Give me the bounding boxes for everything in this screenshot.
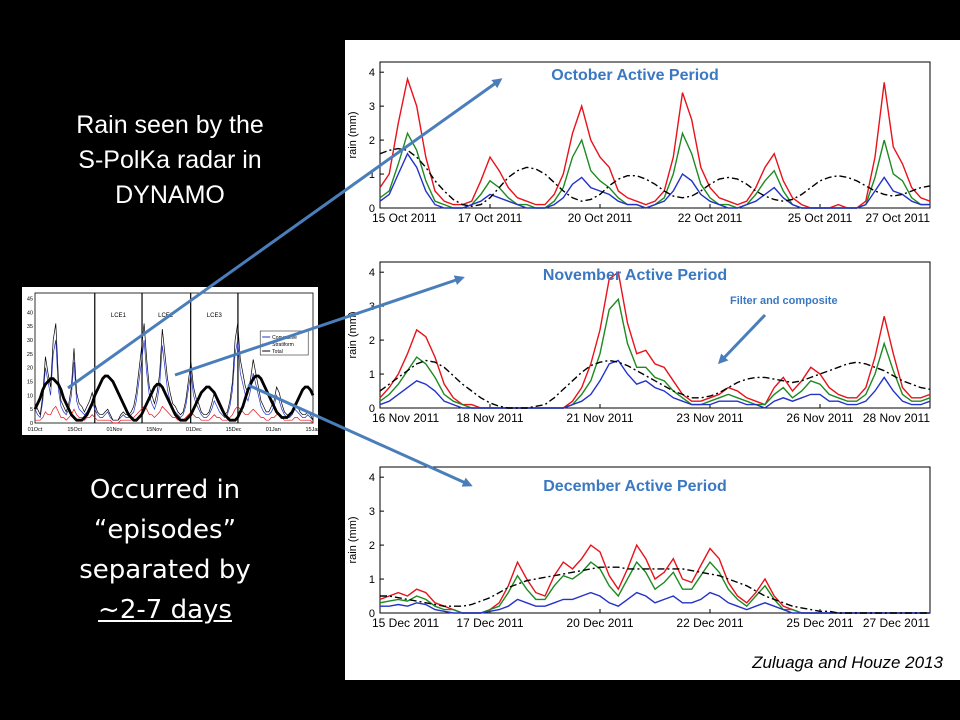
y-axis-label: rain (mm) (347, 516, 359, 563)
thumbnail-legend-label: Total (272, 349, 283, 355)
y-tick-label: 1 (369, 574, 375, 586)
x-tick-label: 16 Nov 2011 (372, 411, 439, 425)
chart-title: November Active Period (543, 267, 727, 284)
plot-frame (379, 261, 931, 409)
thumbnail-x-tick: 01Jan (266, 427, 281, 433)
y-tick-label: 4 (369, 67, 375, 79)
slide-title-line: S-PolKa radar in (78, 146, 262, 174)
annotation-filter-composite: Filter and composite (730, 295, 838, 307)
y-tick-label: 1 (369, 369, 375, 381)
y-tick-label: 0 (369, 203, 375, 215)
series-line-2 (379, 359, 931, 409)
series-line-3 (379, 147, 931, 208)
thumbnail-y-tick: 10 (27, 393, 33, 399)
rain-chart-2: 0 1 2 3 4 rain (mm) 15 Dec 2011 17 Dec 2011 20 D… (347, 466, 931, 630)
thumbnail-series-2 (34, 323, 314, 421)
series-line-2 (379, 152, 930, 209)
thumbnail-x-tick: 01Oct (28, 427, 43, 433)
lce-label: LCE2 (158, 313, 174, 319)
thumbnail-y-tick: 15 (27, 380, 33, 386)
y-tick-label: 1 (369, 169, 375, 181)
arrows-layer: Filter and composite (67, 78, 838, 487)
x-tick-label: 20 Dec 2011 (566, 616, 633, 630)
thumbnail-legend-label: Stratiform (272, 342, 294, 348)
y-tick-label: 0 (369, 608, 375, 620)
arrow-to-november (174, 275, 465, 377)
y-tick-label: 2 (369, 135, 375, 147)
arrow-to-october (67, 78, 503, 390)
x-tick-label: 22 Oct 2011 (678, 211, 743, 225)
thumbnail-y-tick: 30 (27, 338, 33, 344)
y-tick-label: 3 (369, 101, 375, 113)
thumbnail-y-tick: 0 (30, 421, 33, 427)
thumbnail-x-tick: 15Oct (67, 427, 82, 433)
thumbnail-series-3 (33, 374, 315, 422)
x-tick-label: 17 Oct 2011 (458, 211, 523, 225)
thumbnail-x-tick: 01Nov (106, 427, 122, 433)
chart-title: December Active Period (543, 478, 726, 495)
x-tick-label: 25 Oct 2011 (788, 211, 853, 225)
y-tick-label: 0 (369, 403, 375, 415)
series-line-2 (380, 591, 930, 614)
body-line: “episodes” (93, 515, 237, 545)
x-tick-label: 26 Nov 2011 (786, 411, 853, 425)
thumbnail-x-tick: 15Nov (146, 427, 162, 433)
x-tick-label: 27 Dec 2011 (863, 616, 930, 630)
y-axis-label: rain (mm) (347, 311, 359, 358)
thumbnail-x-tick: 01Dec (186, 427, 202, 433)
slide-body-text: Occurred in “episodes” separated by ~2-7… (20, 470, 310, 630)
thumbnail-y-tick: 25 (27, 352, 33, 358)
thumbnail-y-tick: 5 (30, 407, 33, 413)
chart-title: October Active Period (551, 67, 718, 84)
x-tick-label: 20 Oct 2011 (568, 211, 633, 225)
x-tick-label: 21 Nov 2011 (566, 411, 633, 425)
body-line: Occurred in (89, 475, 241, 505)
y-tick-label: 4 (369, 472, 375, 484)
x-tick-label: 22 Dec 2011 (676, 616, 743, 630)
thumbnail-x-tick: 15Jan (306, 427, 321, 433)
y-tick-label: 4 (369, 267, 375, 279)
lce-label: LCE3 (207, 313, 223, 319)
y-tick-label: 2 (369, 335, 375, 347)
lce-label: LCE1 (111, 313, 127, 319)
x-tick-label: 17 Dec 2011 (456, 616, 523, 630)
y-tick-label: 3 (369, 506, 375, 518)
series-line-3 (379, 359, 931, 409)
x-tick-label: 15 Dec 2011 (372, 616, 439, 630)
thumbnail-frame (34, 292, 314, 424)
series-line-3 (380, 566, 930, 614)
slide-title-line: Rain seen by the (76, 111, 264, 139)
body-line-underlined: ~2-7 days (98, 595, 232, 625)
citation: Zuluaga and Houze 2013 (751, 653, 943, 672)
thumbnail-series-1 (35, 405, 314, 424)
x-tick-label: 27 Oct 2011 (866, 211, 931, 225)
body-line: separated by (79, 555, 251, 585)
y-tick-label: 2 (369, 540, 375, 552)
arrow-filter-composite (717, 313, 767, 365)
x-tick-label: 25 Dec 2011 (786, 616, 853, 630)
arrow-to-december (247, 383, 473, 487)
overview-thumbnail: LCE1 LCE2 LCE3 0 5 10 15 20 25 30 35 40 45 01Oct 15Oct… (22, 287, 321, 435)
y-axis-label: rain (mm) (347, 111, 359, 158)
series-line-0 (379, 76, 931, 209)
slide-title: Rain seen by the S-PolKa radar in DYNAMO (20, 108, 320, 213)
x-tick-label: 18 Nov 2011 (456, 411, 523, 425)
x-tick-label: 23 Nov 2011 (676, 411, 743, 425)
rain-chart-0: 0 1 2 3 4 rain (mm) 15 Oct 2011 17 Oct 2011 20 O… (347, 61, 931, 225)
x-tick-label: 15 Oct 2011 (372, 211, 437, 225)
thumbnail-y-tick: 45 (27, 297, 33, 303)
thumbnail-y-tick: 20 (27, 366, 33, 372)
thumbnail-x-tick: 15Dec (226, 427, 242, 433)
slide-title-line: DYNAMO (115, 181, 225, 209)
x-tick-label: 28 Nov 2011 (863, 411, 930, 425)
thumbnail-y-tick: 35 (27, 324, 33, 330)
series-line-0 (379, 270, 931, 409)
thumbnail-y-tick: 40 (27, 310, 33, 316)
